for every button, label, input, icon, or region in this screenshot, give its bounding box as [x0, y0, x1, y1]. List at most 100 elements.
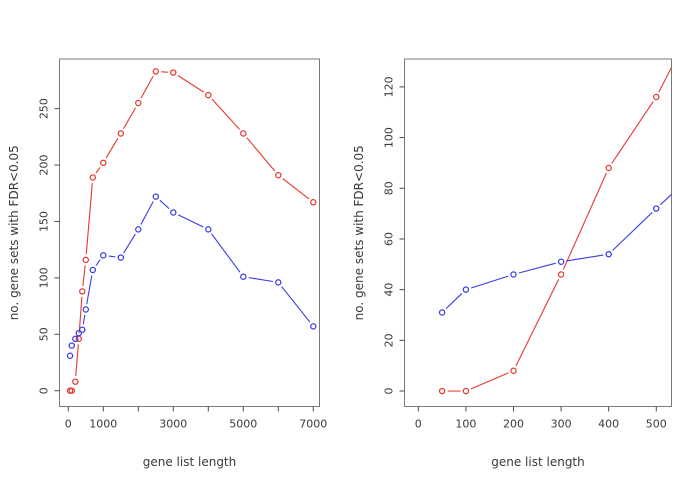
data-point-marker — [152, 68, 160, 75]
data-point-marker — [75, 329, 83, 337]
data-point-marker — [66, 352, 74, 359]
data-point-marker — [135, 226, 142, 233]
series-segment — [246, 137, 276, 172]
series-segment — [140, 201, 154, 225]
series-segment — [95, 166, 101, 174]
series-segment — [248, 277, 273, 283]
x-tick-label: 300 — [551, 418, 572, 431]
y-tick-label: 20 — [383, 333, 396, 347]
data-point-marker — [89, 266, 97, 274]
y-tick-label: 80 — [383, 181, 396, 195]
x-tick-label: 400 — [598, 418, 619, 431]
series-segment — [515, 279, 560, 367]
data-point-marker — [240, 130, 247, 137]
series-segment — [211, 98, 240, 130]
x-tick-label: 7000 — [299, 418, 327, 431]
series-segment — [178, 214, 204, 228]
y-axis-title: no. gene sets with FDR<0.05 — [7, 145, 21, 320]
series-segment — [82, 265, 86, 287]
data-point-marker — [605, 250, 612, 258]
series-blue — [438, 193, 672, 316]
x-axis-title: gene list length — [143, 455, 237, 469]
data-point-marker — [89, 174, 97, 181]
data-point-marker — [275, 279, 282, 286]
x-tick-label: 0 — [65, 418, 72, 431]
x-axis-title: gene list length — [491, 455, 585, 469]
x-tick-label: 100 — [455, 418, 476, 431]
x-tick-label: 500 — [646, 418, 667, 431]
data-point-marker — [68, 342, 76, 349]
data-point-marker — [100, 159, 107, 167]
data-point-marker — [462, 286, 470, 293]
data-point-marker — [653, 93, 660, 101]
data-point-marker — [152, 193, 160, 200]
data-point-marker — [170, 69, 177, 76]
y-tick-label: 0 — [38, 387, 51, 394]
data-point-marker — [135, 99, 142, 107]
y-tick-label: 120 — [383, 76, 396, 97]
series-segment — [658, 66, 672, 93]
series-segment — [470, 372, 509, 390]
y-axis: 0 50 100 150 200 250 — [38, 98, 60, 394]
y-tick-label: 50 — [38, 327, 51, 341]
series-red — [438, 66, 672, 395]
data-point-marker — [462, 387, 470, 395]
series-blue — [66, 193, 317, 359]
data-point-marker — [310, 323, 317, 330]
data-point-marker — [170, 209, 177, 216]
series-segment — [159, 199, 170, 210]
series-segment — [281, 286, 311, 323]
data-point-marker — [79, 288, 86, 295]
x-axis: 0 100 200 300 400 500 — [415, 406, 667, 431]
data-point-marker — [653, 205, 660, 212]
left-chart: 0 1000 3000 5000 7000 0 50 100 150 200 250 gene lis… — [7, 58, 327, 469]
series-segment — [86, 275, 93, 305]
series-segment — [75, 344, 79, 377]
series-segment — [78, 296, 83, 334]
y-tick-label: 100 — [383, 127, 396, 148]
plot-box — [404, 58, 672, 407]
y-tick-label: 40 — [383, 283, 396, 297]
x-tick-label: 1000 — [89, 418, 117, 431]
x-tick-label: 3000 — [159, 418, 187, 431]
x-tick-label: 0 — [415, 418, 422, 431]
data-point-marker — [205, 91, 212, 99]
y-axis-title: no. gene sets with FDR<0.05 — [352, 145, 366, 320]
data-point-marker — [117, 254, 125, 261]
series-segment — [562, 172, 607, 270]
series-segment — [611, 101, 654, 164]
data-point-marker — [68, 387, 76, 394]
data-point-marker — [557, 258, 565, 265]
x-tick-label: 200 — [503, 418, 524, 431]
series-segment — [140, 75, 154, 99]
series-segment — [211, 233, 241, 273]
data-point-marker — [117, 130, 125, 137]
series-segment — [95, 259, 101, 266]
data-point-marker — [240, 273, 247, 280]
plot-box — [59, 58, 320, 407]
y-tick-label: 60 — [383, 232, 396, 246]
y-tick-label: 200 — [38, 155, 51, 176]
data-point-marker — [310, 199, 317, 206]
data-point-marker — [79, 326, 86, 334]
series-segment — [85, 182, 93, 255]
y-axis: 0 20 40 60 80 100 120 — [383, 76, 405, 395]
series-segment — [177, 75, 204, 93]
x-axis: 0 1000 3000 5000 7000 — [65, 406, 327, 431]
series-segment — [82, 314, 86, 325]
y-tick-label: 150 — [38, 211, 51, 232]
y-tick-label: 100 — [38, 267, 51, 288]
series-segment — [105, 137, 119, 159]
series-segment — [445, 293, 463, 310]
data-point-marker — [557, 271, 565, 278]
data-point-marker — [510, 367, 517, 374]
data-point-marker — [100, 252, 107, 259]
data-point-marker — [438, 309, 446, 316]
y-tick-label: 250 — [38, 98, 51, 119]
series-segment — [108, 255, 116, 258]
series-segment — [612, 211, 653, 251]
series-segment — [518, 262, 556, 274]
x-tick-label: 5000 — [229, 418, 257, 431]
